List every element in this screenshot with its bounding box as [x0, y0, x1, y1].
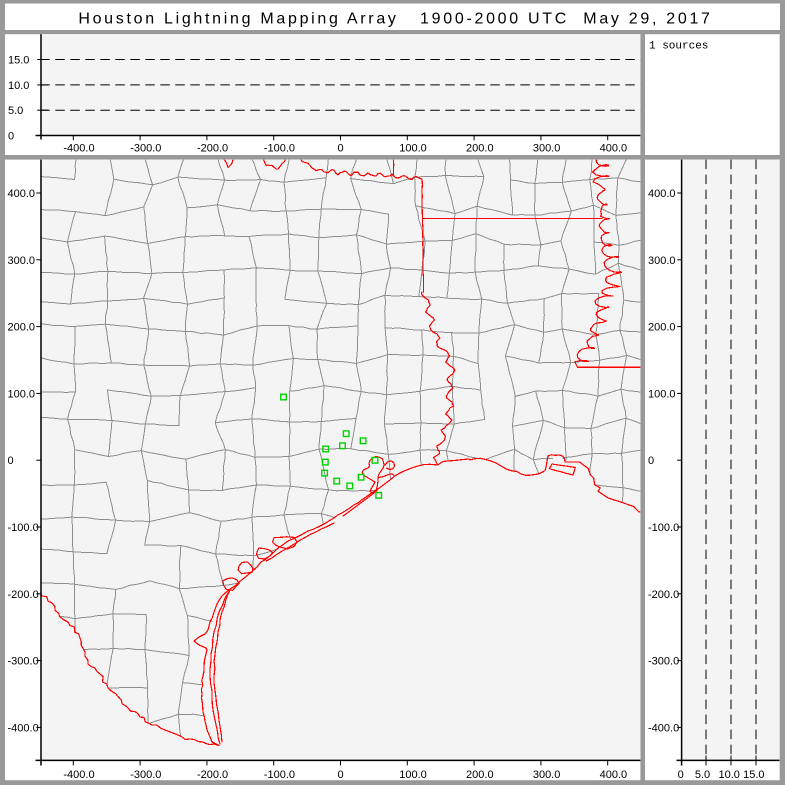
svg-text:100.0: 100.0: [399, 143, 427, 155]
svg-text:-300.0: -300.0: [130, 769, 161, 781]
svg-text:300.0: 300.0: [648, 255, 676, 267]
svg-text:0: 0: [8, 455, 14, 467]
svg-text:-200.0: -200.0: [197, 143, 228, 155]
svg-text:-400.0: -400.0: [63, 769, 94, 781]
svg-text:-300.0: -300.0: [648, 656, 679, 668]
svg-text:-200.0: -200.0: [197, 769, 228, 781]
svg-text:15.0: 15.0: [743, 769, 764, 781]
svg-text:200.0: 200.0: [466, 769, 494, 781]
svg-text:300.0: 300.0: [533, 769, 561, 781]
svg-text:100.0: 100.0: [8, 388, 36, 400]
svg-text:-200.0: -200.0: [648, 589, 679, 601]
svg-text:-400.0: -400.0: [63, 143, 94, 155]
svg-text:400.0: 400.0: [600, 769, 628, 781]
svg-text:400.0: 400.0: [600, 143, 628, 155]
svg-text:0: 0: [678, 769, 684, 781]
svg-text:-400.0: -400.0: [8, 722, 39, 734]
svg-text:100.0: 100.0: [648, 388, 676, 400]
svg-text:-100.0: -100.0: [8, 522, 39, 534]
svg-text:300.0: 300.0: [8, 255, 36, 267]
svg-text:0: 0: [337, 143, 343, 155]
svg-text:200.0: 200.0: [648, 322, 676, 334]
svg-text:200.0: 200.0: [466, 143, 494, 155]
svg-text:-300.0: -300.0: [130, 143, 161, 155]
svg-text:-300.0: -300.0: [8, 656, 39, 668]
svg-text:15.0: 15.0: [8, 55, 29, 67]
svg-text:Houston Lightning Mapping Arra: Houston Lightning Mapping Array 1900-200…: [78, 11, 712, 28]
svg-text:-100.0: -100.0: [648, 522, 679, 534]
svg-text:300.0: 300.0: [533, 143, 561, 155]
svg-text:100.0: 100.0: [399, 769, 427, 781]
svg-text:400.0: 400.0: [8, 188, 36, 200]
svg-text:400.0: 400.0: [648, 188, 676, 200]
svg-text:0: 0: [337, 769, 343, 781]
svg-text:200.0: 200.0: [8, 322, 36, 334]
svg-text:-100.0: -100.0: [264, 769, 295, 781]
svg-text:5.0: 5.0: [8, 105, 23, 117]
svg-text:-200.0: -200.0: [8, 589, 39, 601]
svg-text:0: 0: [648, 455, 654, 467]
svg-text:10.0: 10.0: [718, 769, 739, 781]
svg-text:10.0: 10.0: [8, 80, 29, 92]
svg-text:1 sources: 1 sources: [649, 41, 708, 53]
svg-text:-100.0: -100.0: [264, 143, 295, 155]
svg-text:0: 0: [8, 131, 14, 143]
svg-text:5.0: 5.0: [695, 769, 710, 781]
svg-text:-400.0: -400.0: [648, 722, 679, 734]
